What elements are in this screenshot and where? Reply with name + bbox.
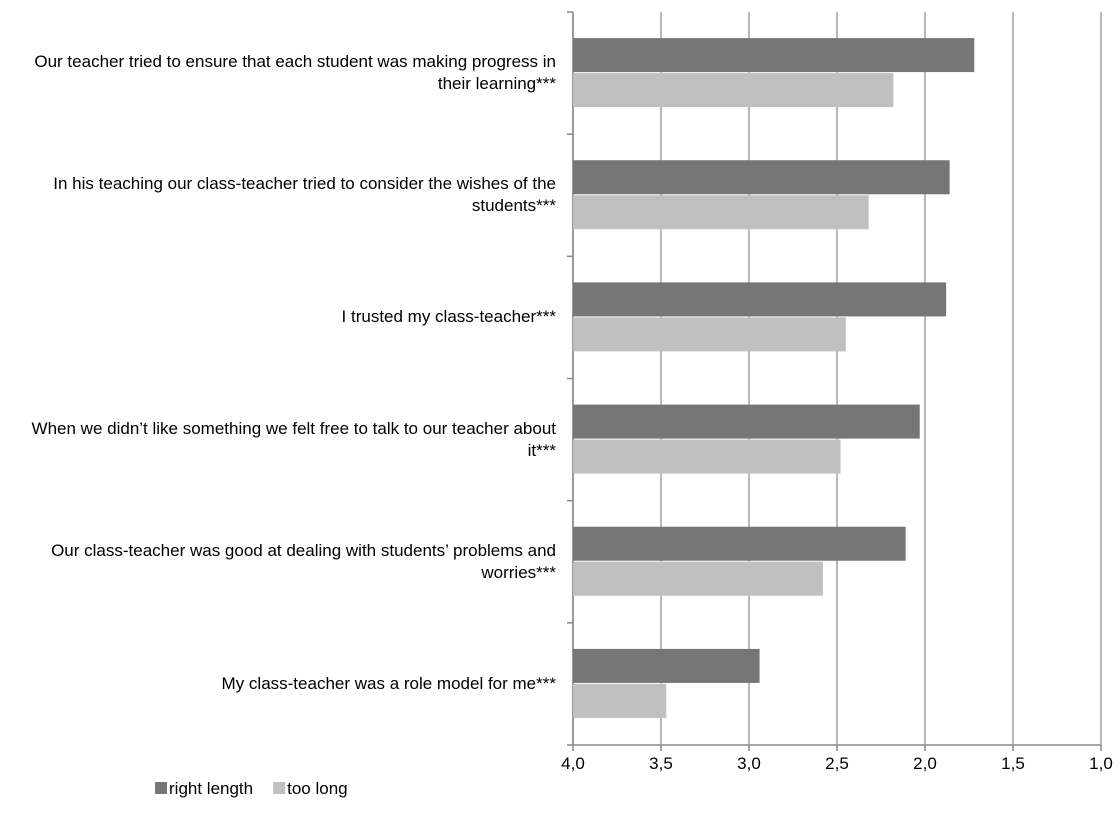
bar xyxy=(573,683,667,718)
y-tick-label: Our teacher tried to ensure that each st… xyxy=(34,52,556,94)
y-tick-label: In his teaching our class-teacher tried … xyxy=(53,174,556,216)
bar xyxy=(573,439,841,474)
y-tick-label: Our class-teacher was good at dealing wi… xyxy=(51,540,556,582)
x-tick-label: 4,0 xyxy=(561,754,585,773)
bar xyxy=(573,282,947,317)
bar xyxy=(573,73,894,108)
x-tick-label: 2,0 xyxy=(913,754,937,773)
legend-swatch xyxy=(273,782,286,794)
bar xyxy=(573,317,846,352)
y-tick-label: My class-teacher was a role model for me… xyxy=(221,673,556,693)
bar xyxy=(573,404,920,439)
x-tick-label: 3,5 xyxy=(649,754,673,773)
bar xyxy=(573,160,950,195)
legend-label: too long xyxy=(287,779,348,798)
x-tick-label: 1,5 xyxy=(1001,754,1025,773)
x-tick-label: 2,5 xyxy=(825,754,849,773)
x-tick-label: 1,0 xyxy=(1089,754,1113,773)
bar xyxy=(573,561,823,596)
bar xyxy=(573,38,975,73)
y-tick-label: I trusted my class-teacher*** xyxy=(341,307,556,327)
y-tick-label: When we didn’t like something we felt fr… xyxy=(31,418,556,460)
bar xyxy=(573,195,869,230)
bar xyxy=(573,526,906,561)
legend-swatch xyxy=(155,782,167,794)
legend-label: right length xyxy=(169,779,253,798)
bar xyxy=(573,648,760,683)
x-tick-label: 3,0 xyxy=(737,754,761,773)
